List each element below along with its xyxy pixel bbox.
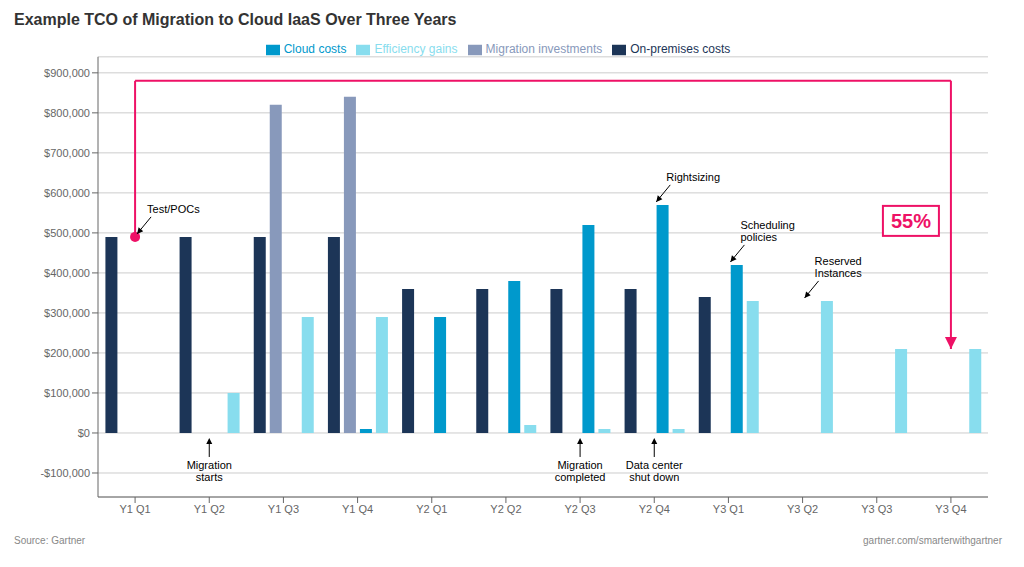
svg-text:Migrationstarts: Migrationstarts (187, 459, 232, 483)
svg-text:Y3 Q1: Y3 Q1 (713, 503, 744, 515)
svg-text:Migrationcompleted: Migrationcompleted (555, 459, 606, 483)
svg-text:Y1 Q3: Y1 Q3 (268, 503, 299, 515)
svg-text:Test/POCs: Test/POCs (147, 203, 200, 215)
svg-text:Y3 Q4: Y3 Q4 (935, 503, 966, 515)
svg-text:$900,000: $900,000 (44, 67, 90, 79)
svg-text:$300,000: $300,000 (44, 307, 90, 319)
svg-text:Y1 Q2: Y1 Q2 (194, 503, 225, 515)
html-text:On-premises costs: On-premises costs (630, 42, 731, 56)
svg-text:-$100,000: -$100,000 (40, 467, 90, 479)
svg-text:$500,000: $500,000 (44, 227, 90, 239)
svg-text:55%: 55% (891, 210, 931, 232)
svg-text:$0: $0 (78, 427, 90, 439)
html-text:Migration investments: Migration investments (485, 42, 603, 56)
svg-text:ReservedInstances: ReservedInstances (815, 255, 863, 279)
svg-text:Data centershut down: Data centershut down (626, 459, 683, 483)
svg-text:$400,000: $400,000 (44, 267, 90, 279)
svg-text:$700,000: $700,000 (44, 147, 90, 159)
svg-text:$100,000: $100,000 (44, 387, 90, 399)
svg-text:Y2 Q1: Y2 Q1 (416, 503, 447, 515)
html-text:gartner.com/smarterwithgartner: gartner.com/smarterwithgartner (863, 535, 1002, 546)
svg-text:$200,000: $200,000 (44, 347, 90, 359)
svg-text:Rightsizing: Rightsizing (666, 171, 720, 183)
svg-text:Y2 Q2: Y2 Q2 (490, 503, 521, 515)
svg-text:$800,000: $800,000 (44, 107, 90, 119)
html-text:Source: Gartner: Source: Gartner (14, 535, 86, 546)
svg-text:Y1 Q4: Y1 Q4 (342, 503, 373, 515)
svg-text:Y3 Q3: Y3 Q3 (861, 503, 892, 515)
svg-text:$600,000: $600,000 (44, 187, 90, 199)
html-text:Efficiency gains: Efficiency gains (374, 42, 458, 56)
svg-text:Y2 Q3: Y2 Q3 (564, 503, 595, 515)
svg-text:Y2 Q4: Y2 Q4 (639, 503, 670, 515)
svg-text:Schedulingpolicies: Schedulingpolicies (740, 219, 794, 243)
svg-text:Y3 Q2: Y3 Q2 (787, 503, 818, 515)
svg-text:Y1 Q1: Y1 Q1 (119, 503, 150, 515)
html-text:Example TCO of Migration to Cl: Example TCO of Migration to Cloud IaaS O… (14, 11, 457, 28)
html-text:Cloud costs: Cloud costs (283, 42, 347, 56)
